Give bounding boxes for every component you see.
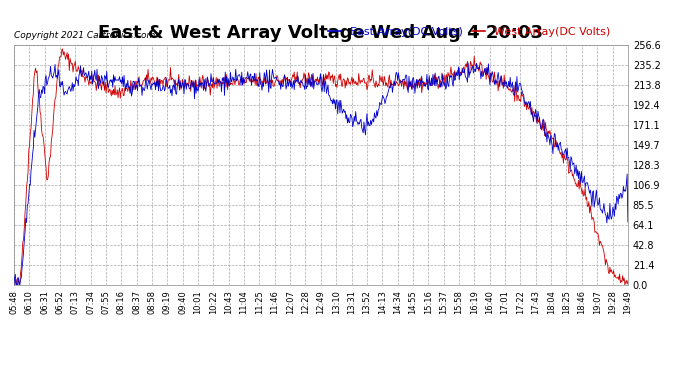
Title: East & West Array Voltage Wed Aug 4 20:03: East & West Array Voltage Wed Aug 4 20:0… (99, 24, 543, 42)
Legend: East Array(DC Volts), West Array(DC Volts): East Array(DC Volts), West Array(DC Volt… (328, 27, 610, 36)
Text: Copyright 2021 Cartronics.com: Copyright 2021 Cartronics.com (14, 31, 155, 40)
